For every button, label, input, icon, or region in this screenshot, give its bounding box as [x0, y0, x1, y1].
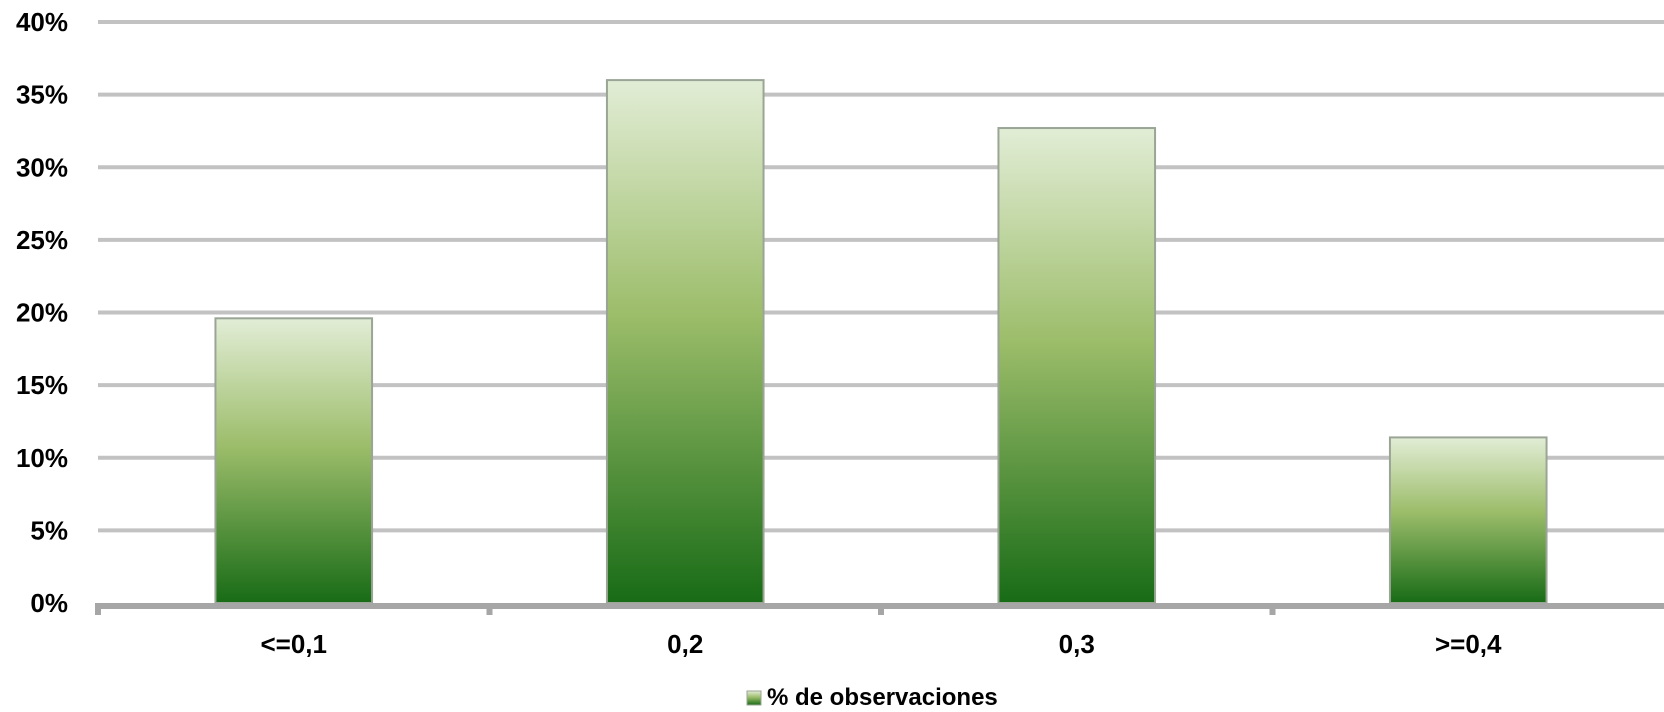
legend-swatch: [746, 690, 762, 706]
y-tick-label: 25%: [16, 225, 68, 255]
y-tick-label: 15%: [16, 370, 68, 400]
x-tick-label: 0,2: [667, 629, 703, 659]
x-tick-label: <=0,1: [260, 629, 327, 659]
bar: [605, 79, 765, 605]
legend: % de observaciones: [746, 684, 998, 711]
y-tick-label: 30%: [16, 152, 68, 182]
y-tick-label: 40%: [16, 7, 68, 37]
x-tick-label: 0,3: [1059, 629, 1095, 659]
y-tick-label: 35%: [16, 80, 68, 110]
bar: [997, 127, 1157, 604]
x-axis-tick-labels: <=0,1 0,2 0,3 >=0,4: [260, 629, 1502, 659]
bars: [214, 79, 1548, 605]
y-axis-tick-labels: 0% 5% 10% 15% 20% 25% 30% 35% 40%: [16, 7, 68, 618]
y-tick-label: 5%: [30, 515, 68, 545]
x-tick-label: >=0,4: [1435, 629, 1502, 659]
y-tick-label: 20%: [16, 298, 68, 328]
legend-label: % de observaciones: [767, 684, 998, 711]
bar: [1388, 436, 1548, 605]
bar: [214, 317, 374, 604]
y-tick-label: 0%: [30, 588, 68, 618]
y-tick-label: 10%: [16, 443, 68, 473]
x-axis: [95, 603, 1664, 615]
